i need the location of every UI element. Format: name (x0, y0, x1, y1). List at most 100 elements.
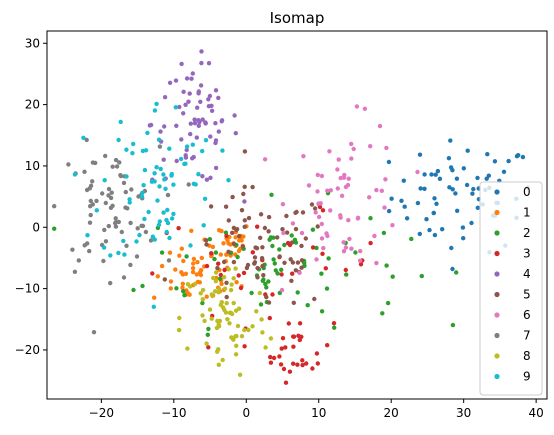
point-7 (103, 239, 109, 244)
point-9 (163, 186, 168, 191)
point-8 (231, 276, 236, 281)
point-7 (166, 258, 172, 263)
point-5 (204, 238, 209, 243)
point-9 (108, 253, 113, 258)
point-2 (212, 256, 217, 262)
point-9 (124, 147, 129, 152)
point-0 (418, 186, 423, 191)
point-4 (196, 123, 201, 128)
point-4 (219, 118, 225, 123)
point-8 (200, 297, 205, 302)
point-9 (157, 219, 162, 224)
x-tick-label: 40 (528, 406, 543, 420)
point-1 (228, 242, 233, 247)
point-5 (208, 204, 214, 209)
point-6 (358, 248, 363, 254)
point-7 (93, 160, 98, 166)
point-9 (154, 165, 159, 170)
point-6 (368, 144, 373, 149)
point-5 (312, 296, 317, 302)
point-3 (204, 263, 210, 269)
point-1 (190, 269, 196, 275)
legend-item-6: 6 (494, 308, 531, 322)
point-3 (150, 271, 155, 276)
legend: 0 1 2 3 4 5 6 7 8 9 (479, 181, 543, 396)
point-7 (101, 258, 106, 264)
point-9 (152, 108, 158, 113)
point-6 (290, 221, 296, 226)
point-5 (303, 236, 308, 241)
point-2 (213, 250, 219, 255)
point-1 (180, 272, 185, 277)
point-0 (437, 176, 443, 181)
point-8 (250, 324, 255, 329)
point-8 (211, 275, 216, 281)
point-1 (233, 235, 238, 240)
point-8 (234, 343, 239, 348)
point-9 (164, 229, 169, 235)
point-1 (239, 238, 244, 243)
point-7 (52, 204, 57, 209)
point-9 (134, 239, 139, 244)
point-3 (315, 361, 320, 366)
point-5 (230, 194, 235, 200)
point-6 (384, 145, 389, 151)
point-5 (224, 294, 229, 300)
point-1 (155, 274, 160, 279)
point-0 (471, 186, 476, 192)
point-5 (250, 184, 255, 190)
point-8 (227, 310, 233, 315)
point-8 (217, 286, 222, 292)
point-9 (156, 222, 162, 228)
point-1 (167, 250, 173, 255)
point-9 (127, 200, 132, 205)
legend-item-7: 7 (494, 329, 531, 343)
point-1 (189, 228, 194, 233)
point-2 (261, 277, 266, 282)
x-tick-label: 10 (311, 406, 326, 420)
point-1 (225, 238, 230, 243)
point-1 (221, 241, 226, 246)
series-0 (386, 138, 530, 272)
point-7 (84, 137, 89, 143)
point-9 (122, 252, 127, 257)
point-7 (108, 280, 113, 286)
point-3 (209, 251, 214, 256)
point-3 (343, 267, 348, 273)
legend-marker (494, 230, 500, 236)
point-6 (314, 257, 319, 262)
point-9 (165, 207, 170, 213)
point-0 (454, 176, 460, 181)
point-5 (237, 233, 242, 239)
point-2 (409, 236, 414, 242)
point-2 (159, 250, 165, 255)
point-6 (299, 230, 305, 236)
point-2 (200, 300, 205, 306)
point-0 (417, 231, 422, 237)
x-tick-label: 20 (384, 406, 399, 420)
point-9 (94, 208, 100, 213)
point-9 (143, 148, 149, 153)
point-8 (239, 334, 245, 339)
point-7 (143, 229, 149, 235)
point-7 (88, 212, 93, 218)
point-6 (315, 189, 320, 194)
point-4 (184, 76, 190, 81)
point-3 (295, 362, 300, 367)
point-1 (168, 279, 174, 284)
legend-label: 3 (523, 247, 531, 261)
point-0 (506, 158, 511, 164)
point-0 (469, 220, 474, 226)
point-4 (196, 118, 201, 123)
point-6 (319, 173, 325, 179)
point-1 (180, 285, 185, 290)
point-7 (72, 269, 78, 274)
point-7 (113, 224, 119, 229)
point-4 (209, 108, 215, 114)
point-7 (113, 216, 118, 221)
point-9 (201, 223, 206, 228)
point-1 (219, 228, 224, 234)
point-5 (231, 225, 237, 231)
point-2 (332, 325, 337, 330)
point-9 (184, 144, 190, 149)
